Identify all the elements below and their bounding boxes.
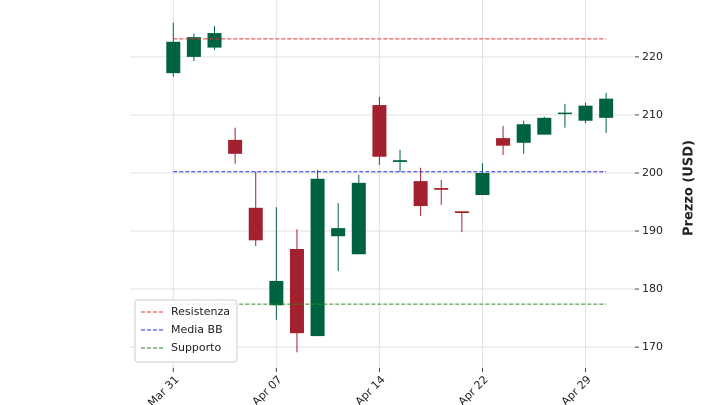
- x-tick-label: Apr 29: [559, 373, 594, 405]
- y-tick-label: 200: [642, 166, 663, 179]
- legend-label: Media BB: [171, 323, 223, 336]
- candle-body: [475, 172, 490, 196]
- y-tick-label: 180: [642, 282, 663, 295]
- candle-body: [310, 178, 325, 337]
- x-tick-label: Apr 14: [353, 373, 388, 405]
- x-tick-label: Apr 07: [250, 373, 285, 405]
- candle-body: [331, 228, 346, 237]
- candle-body: [289, 249, 304, 334]
- candle-body: [434, 188, 449, 190]
- candle-body: [413, 181, 428, 207]
- candle-body: [393, 160, 408, 162]
- x-tick-label: Apr 22: [456, 373, 491, 405]
- candle-body: [496, 138, 511, 146]
- y-tick-label: 210: [642, 108, 663, 121]
- candle-body: [228, 139, 243, 154]
- candle-body: [207, 33, 222, 48]
- y-axis-label: Prezzo (USD): [682, 140, 697, 236]
- candle-body: [248, 207, 263, 241]
- candle-body: [351, 182, 366, 255]
- legend: Resistenza Media BB Supporto: [134, 299, 238, 363]
- legend-label: Resistenza: [171, 305, 230, 318]
- candle-body: [537, 117, 552, 135]
- candle-body: [557, 112, 572, 115]
- candle-body: [372, 105, 387, 157]
- candle-body: [599, 98, 614, 118]
- y-tick-label: 170: [642, 340, 663, 353]
- candle-body: [454, 211, 469, 214]
- legend-label: Supporto: [171, 341, 221, 354]
- candle-body: [166, 41, 181, 74]
- candle-body: [186, 37, 201, 57]
- y-tick-label: 220: [642, 50, 663, 63]
- candle-body: [516, 124, 531, 143]
- legend-box: [134, 299, 238, 363]
- candle-body: [269, 280, 284, 306]
- candle-body: [578, 105, 593, 121]
- x-tick-label: Mar 31: [145, 373, 181, 405]
- y-tick-label: 190: [642, 224, 663, 237]
